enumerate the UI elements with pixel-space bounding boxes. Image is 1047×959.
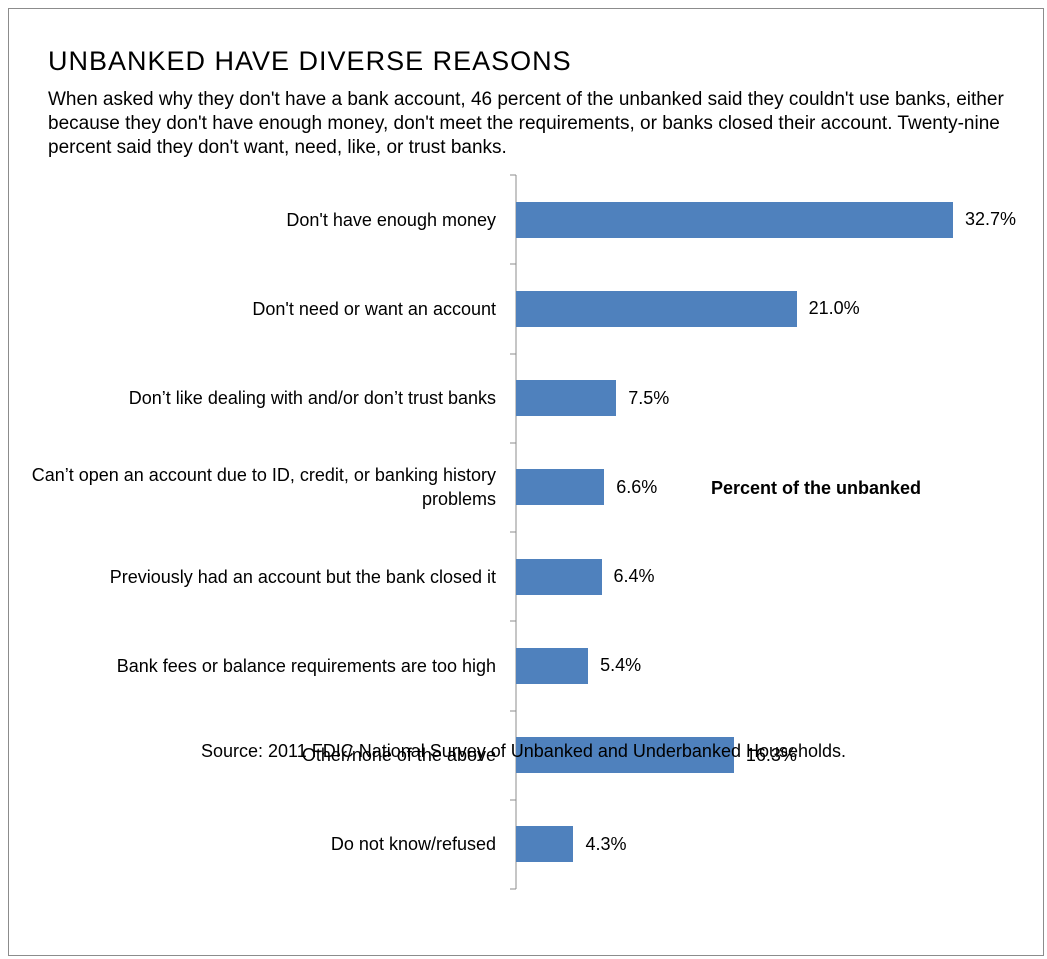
value-label: 16.3% (745, 744, 797, 765)
value-label: 4.3% (585, 833, 627, 854)
bar (516, 647, 589, 684)
value-label: 5.4% (600, 655, 642, 676)
source-note: Source: 2011 FDIC National Survey of Unb… (200, 741, 847, 761)
category-label: Previously had an account but the bank c… (109, 566, 496, 587)
chart-title: UNBANKED HAVE DIVERSE REASONS (48, 46, 572, 76)
bar (516, 290, 797, 327)
bar (516, 737, 734, 774)
category-label: Can’t open an account due to ID, credit,… (31, 465, 496, 510)
category-label: Do not know/refused (330, 834, 496, 855)
bar (516, 380, 617, 417)
bar (516, 201, 953, 238)
value-label: 6.4% (613, 566, 655, 587)
category-label: Don't need or want an account (252, 298, 496, 319)
value-label: 32.7% (965, 209, 1017, 230)
category-label: Don't have enough money (286, 209, 496, 230)
chart-subtitle: When asked why they don't have a bank ac… (48, 89, 1004, 158)
value-label: 21.0% (808, 298, 860, 319)
axis-title: Percent of the unbanked (711, 478, 922, 498)
category-axis-ticks (510, 174, 516, 890)
bar (516, 558, 602, 595)
category-label: Don’t like dealing with and/or don’t tru… (128, 388, 496, 409)
value-label: 7.5% (628, 387, 670, 408)
bar (516, 826, 574, 863)
category-label: Bank fees or balance requirements are to… (116, 655, 496, 676)
bar (516, 469, 605, 506)
value-label: 6.6% (616, 476, 658, 497)
category-label: Other/none of the above (301, 745, 496, 766)
